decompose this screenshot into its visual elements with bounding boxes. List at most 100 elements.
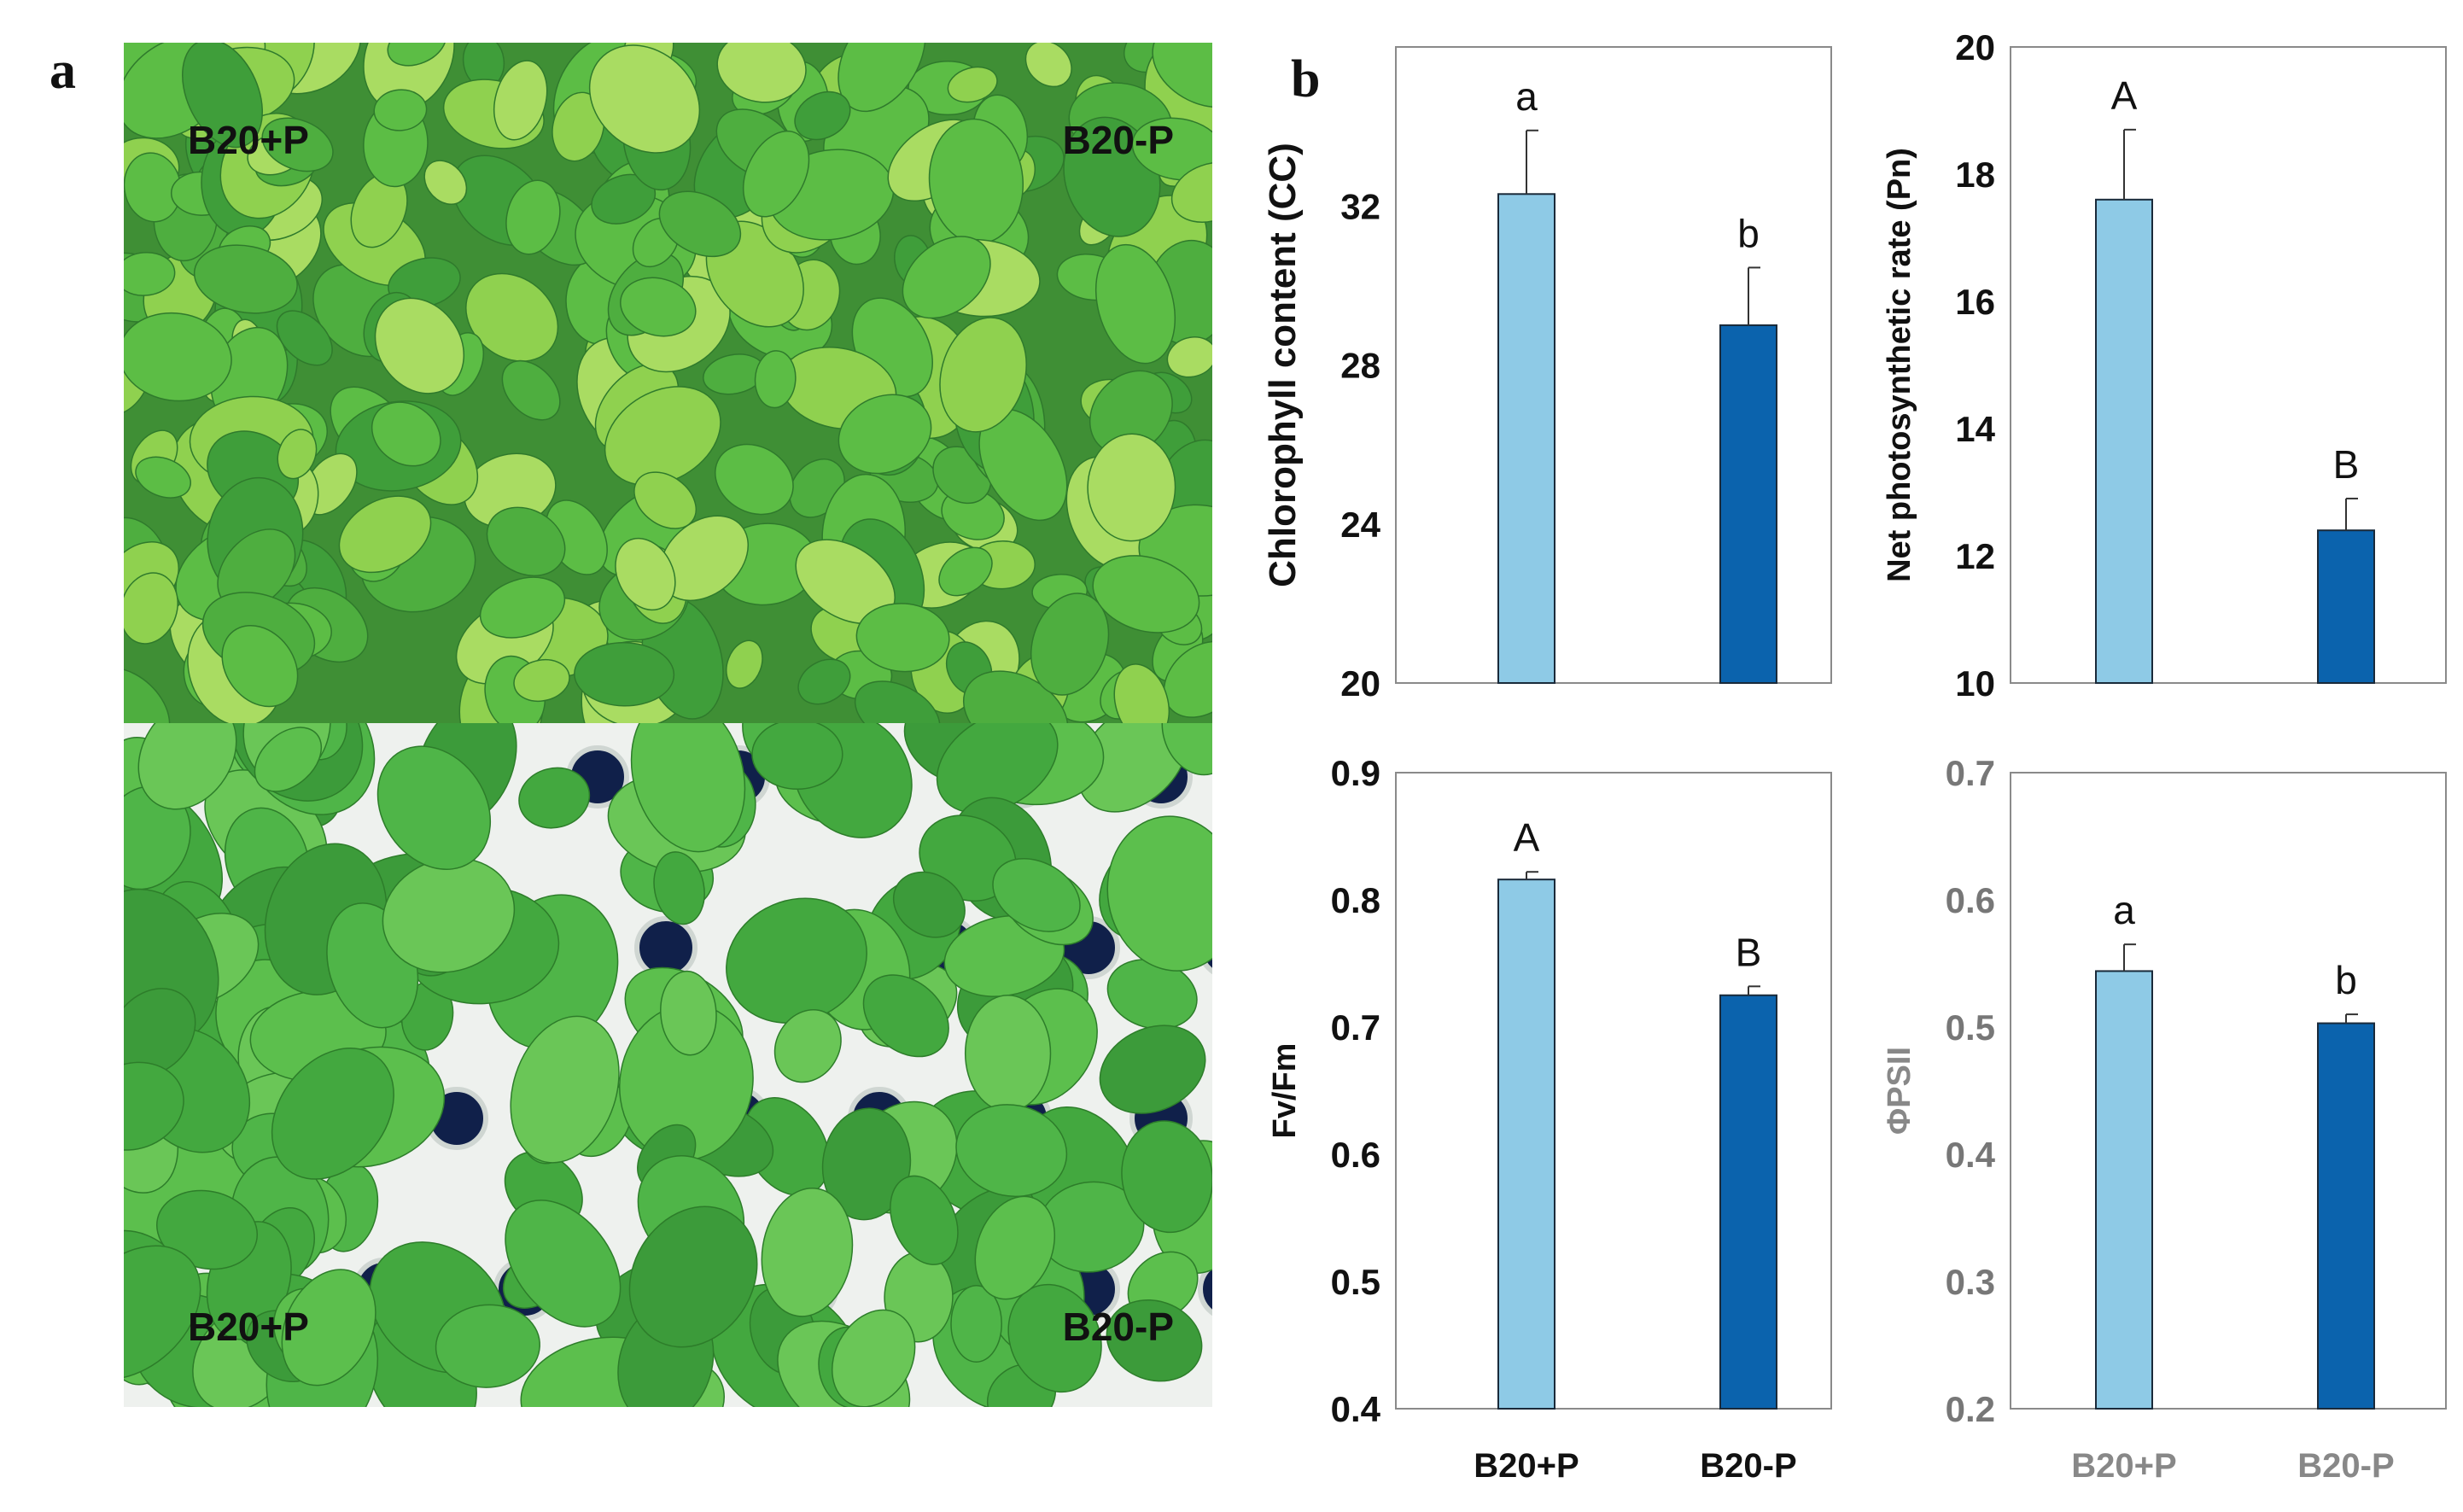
leaf-shape xyxy=(633,471,697,529)
leaf-shape xyxy=(831,1309,916,1407)
bottom-right-treatment-label: B20-P xyxy=(1063,1305,1174,1349)
leaf-shape xyxy=(371,401,441,467)
significance-letter: A xyxy=(1514,815,1540,860)
leaf-shape xyxy=(574,642,675,707)
leaf-shape xyxy=(276,310,333,366)
y-tick-label: 14 xyxy=(1955,409,1995,449)
leaf-shape xyxy=(604,386,721,487)
leaf-shape xyxy=(1170,161,1212,223)
y-tick-label: 16 xyxy=(1955,282,1995,322)
bottom-photo-leaves xyxy=(124,723,1212,1407)
leaf-shape xyxy=(630,723,746,853)
leaf-shape xyxy=(892,871,966,938)
leaf-shape xyxy=(374,297,465,394)
leaf-shape xyxy=(1092,555,1200,633)
leaf-shape xyxy=(726,639,763,689)
leaf-shape xyxy=(773,1008,842,1083)
leaf-shape xyxy=(1089,370,1173,455)
y-tick-label: 0.5 xyxy=(1946,1007,1995,1048)
y-tick-label: 0.7 xyxy=(1946,753,1995,793)
leaf-shape xyxy=(423,160,468,206)
leaf-shape xyxy=(1152,43,1212,108)
panel-b-label: b xyxy=(1291,50,1321,108)
leaf-shape xyxy=(742,130,810,218)
leaf-shape xyxy=(124,667,171,723)
leaf-shape xyxy=(261,117,334,172)
leaf-shape xyxy=(962,670,1069,723)
significance-letter: A xyxy=(2111,73,2138,118)
leaf-shape xyxy=(1121,1120,1212,1234)
leaf-shape xyxy=(902,236,991,319)
leaf-shape xyxy=(1131,117,1212,181)
leaf-shape xyxy=(615,537,676,611)
y-tick-label: 20 xyxy=(1340,663,1380,703)
leaf-shape xyxy=(660,970,717,1056)
leaf-shape xyxy=(513,658,570,703)
leaf-shape xyxy=(124,1245,201,1381)
leaf-shape xyxy=(1077,723,1189,813)
y-axis-label: Chlorophyll content (CC) xyxy=(1262,143,1304,587)
category-label: B20+P xyxy=(1474,1447,1579,1485)
chart-1: 20 24 28 32 Chlorophyll content (CC) a b xyxy=(1262,46,1832,703)
leaf-shape xyxy=(387,43,446,67)
tray-hole xyxy=(1198,1262,1212,1316)
leaf-shape xyxy=(797,658,851,705)
leaf-shape xyxy=(124,312,232,402)
leaf-shape xyxy=(838,394,932,475)
y-tick-label: 0.4 xyxy=(1946,1135,1996,1175)
leaf-shape xyxy=(137,723,237,810)
leaf-shape xyxy=(751,723,843,791)
category-label: B20-P xyxy=(1700,1447,1796,1485)
leaf-shape xyxy=(890,1175,959,1265)
leaf-shape xyxy=(1024,43,1072,88)
leaf-shape xyxy=(338,495,432,574)
leaf-shape xyxy=(277,429,318,480)
leaf-shape xyxy=(552,91,605,162)
y-axis-label: Fv/Fm xyxy=(1267,1043,1303,1139)
leaf-shape xyxy=(1030,593,1110,696)
y-tick-label: 0.8 xyxy=(1331,880,1380,920)
category-label: B20-P xyxy=(2297,1447,2394,1485)
leaf-shape xyxy=(465,272,559,362)
chart-4: 0.2 0.3 0.4 0.5 0.6 0.7 ΦPSII a B20+P b B20-P xyxy=(1882,753,2447,1485)
leaf-shape xyxy=(221,624,299,708)
leaf-shape xyxy=(1106,815,1212,972)
bar xyxy=(1497,193,1555,684)
bar xyxy=(2095,970,2153,1410)
leaf-shape xyxy=(855,603,950,673)
leaf-shape xyxy=(716,43,807,103)
leaf-shape xyxy=(505,1200,622,1328)
chart-3: 0.4 0.5 0.6 0.7 0.8 0.9 Fv/Fm A B20+P B B20-P xyxy=(1267,753,1832,1485)
leaf-shape xyxy=(936,723,1059,814)
leaf-shape xyxy=(854,680,941,723)
leaf-shape xyxy=(135,456,191,499)
significance-letter: B xyxy=(2333,442,2360,487)
top-right-treatment-label: B20-P xyxy=(1063,118,1174,162)
leaf-shape xyxy=(479,576,566,639)
y-tick-label: 0.5 xyxy=(1331,1262,1380,1302)
bar xyxy=(2317,529,2375,685)
y-tick-label: 10 xyxy=(1955,663,1995,703)
leaf-shape xyxy=(628,1206,758,1348)
leaf-shape xyxy=(435,1304,540,1388)
plot-frame xyxy=(2010,46,2447,684)
leaf-shape xyxy=(124,572,178,645)
leaf-shape xyxy=(862,974,949,1058)
category-label: B20+P xyxy=(2071,1447,2176,1485)
y-tick-label: 0.2 xyxy=(1946,1389,1995,1429)
leaf-shape xyxy=(620,277,697,337)
leaf-shape xyxy=(955,1104,1068,1198)
significance-letter: B xyxy=(1736,930,1762,974)
y-axis-label: Net photosynthetic rate (Pn) xyxy=(1882,148,1917,582)
significance-letter: b xyxy=(2335,958,2357,1002)
leaf-shape xyxy=(1007,1283,1102,1393)
leaf-shape xyxy=(754,350,797,409)
leaf-shape xyxy=(254,727,323,792)
bar xyxy=(2317,1022,2375,1410)
y-tick-label: 20 xyxy=(1955,27,1995,67)
leaf-shape xyxy=(794,90,851,141)
leaf-shape xyxy=(838,43,926,113)
leaf-shape xyxy=(1166,336,1212,378)
leaf-shape xyxy=(992,857,1081,932)
